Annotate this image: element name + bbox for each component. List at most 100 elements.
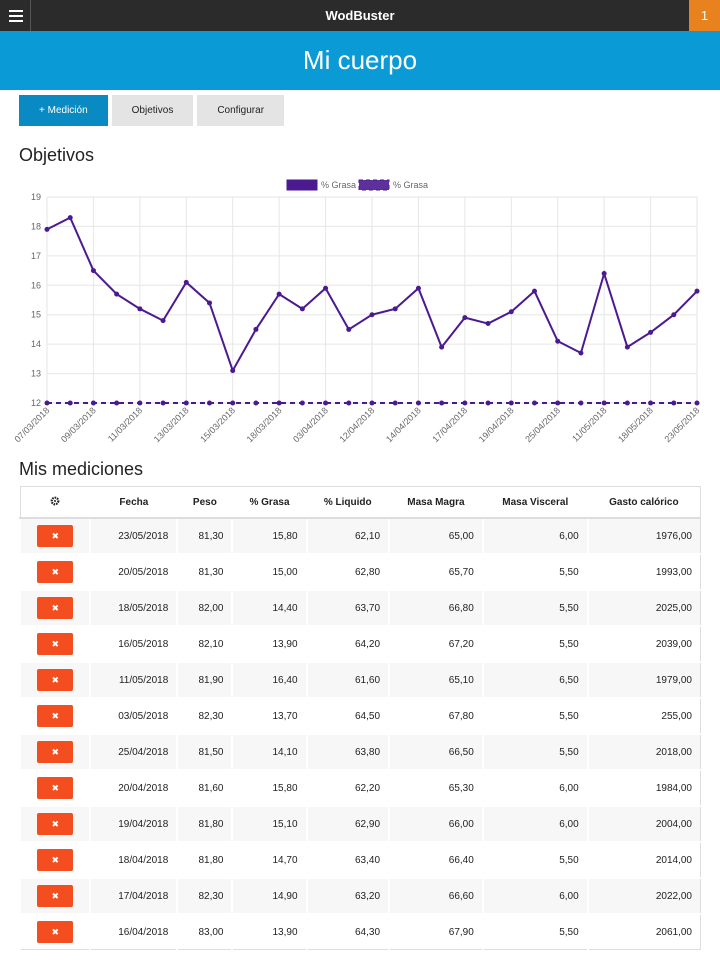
cell: 63,80 (305, 733, 390, 770)
delete-button[interactable]: ✖ (37, 597, 74, 619)
cell: 66,50 (388, 733, 483, 770)
point (346, 326, 352, 332)
tab[interactable]: Objetivos (111, 95, 194, 126)
column-header: Masa Visceral (482, 486, 588, 519)
x-tick-label: 11/05/2018 (570, 405, 608, 443)
tab[interactable]: + Medición (19, 95, 108, 126)
settings-icon[interactable] (20, 486, 91, 519)
cell: 13,70 (231, 697, 307, 734)
delete-button[interactable]: ✖ (37, 885, 74, 907)
cell: 2004,00 (586, 805, 701, 842)
notification-badge[interactable]: 1 (689, 0, 720, 31)
point (392, 306, 398, 312)
x-tick-label: 03/04/2018 (291, 405, 330, 444)
point (555, 400, 561, 406)
cell: 2014,00 (586, 841, 701, 878)
header-row: Fecha Peso% Grasa% Liquido Masa Magra Masa … (20, 486, 701, 519)
delete-button[interactable]: ✖ (37, 525, 74, 547)
delete-button[interactable]: ✖ (37, 633, 74, 655)
table-row: ✖ 16/04/2018 83,00 13,90 64,30 67,90 5,50 2061,… (18, 913, 701, 950)
cell: 5,50 (481, 733, 588, 770)
cell: 15,00 (231, 553, 307, 590)
table-row: ✖ 19/04/2018 81,80 15,10 62,90 66,00 6,00 2004,… (18, 805, 701, 842)
y-tick-label: 12 (31, 398, 41, 408)
point (323, 285, 329, 291)
cell: ✖ (18, 697, 91, 734)
delete-button[interactable]: ✖ (37, 921, 74, 943)
cell: 64,50 (305, 697, 390, 734)
point (160, 400, 166, 406)
point (369, 400, 375, 406)
point (276, 400, 282, 406)
delete-button[interactable]: ✖ (37, 705, 74, 727)
point (462, 400, 468, 406)
x-tick-label: 07/03/2018 (12, 405, 51, 444)
point (601, 271, 607, 277)
point (508, 400, 514, 406)
cell: ✖ (18, 625, 91, 662)
cell: 81,30 (176, 553, 233, 590)
delete-button[interactable]: ✖ (37, 669, 74, 691)
table-row: ✖ 20/05/2018 81,30 15,00 62,80 65,70 5,50 1993,… (18, 553, 701, 590)
menu-button[interactable] (0, 0, 31, 31)
cell: 62,20 (305, 769, 390, 806)
y-tick-label: 13 (31, 369, 41, 379)
delete-button[interactable]: ✖ (37, 561, 74, 583)
cell: 14,10 (231, 733, 307, 770)
cell: 20/04/2018 (89, 769, 178, 806)
x-tick-label: 11/03/2018 (106, 405, 144, 443)
column-header: Fecha (90, 486, 178, 519)
cell: 19/04/2018 (89, 805, 178, 842)
table-row: ✖ 18/04/2018 81,80 14,70 63,40 66,40 5,50 2014,… (18, 841, 701, 878)
cell: 6,00 (481, 769, 588, 806)
cell: 5,50 (481, 625, 588, 662)
cell: 255,00 (586, 697, 701, 734)
x-tick-label: 19/04/2018 (477, 405, 516, 444)
point (439, 400, 445, 406)
point (462, 315, 468, 321)
table-row: ✖ 16/05/2018 82,10 13,90 64,20 67,20 5,50 2039,… (18, 625, 701, 662)
delete-button[interactable]: ✖ (37, 813, 74, 835)
cell: 5,50 (481, 589, 588, 626)
point (323, 400, 329, 406)
point (532, 288, 537, 294)
y-tick-label: 16 (31, 280, 41, 290)
point (230, 368, 236, 374)
point (183, 400, 189, 406)
x-tick-label: 15/03/2018 (198, 405, 237, 444)
point (44, 226, 50, 232)
tab[interactable]: Configurar (197, 95, 285, 126)
cell: 16/05/2018 (89, 625, 178, 662)
cell: 15,80 (231, 769, 307, 806)
legend-label: % Grasa (393, 180, 428, 190)
legend-swatch (358, 179, 390, 191)
table-row: ✖ 11/05/2018 81,90 16,40 61,60 65,10 6,50 1979,… (18, 661, 701, 698)
column-header: Gasto calórico (587, 486, 701, 519)
point (137, 306, 143, 312)
point (346, 400, 352, 406)
cell: 5,50 (481, 553, 588, 590)
cell: 2025,00 (586, 589, 701, 626)
cell: 66,60 (388, 877, 483, 914)
cell: 65,30 (388, 769, 483, 806)
point (253, 326, 259, 332)
cell: 18/05/2018 (89, 589, 178, 626)
delete-button[interactable]: ✖ (37, 849, 74, 871)
cell: 6,00 (481, 805, 588, 842)
point (671, 312, 677, 318)
point (369, 312, 375, 318)
delete-button[interactable]: ✖ (37, 777, 74, 799)
cell: 13,90 (231, 625, 307, 662)
cell: 6,50 (481, 661, 588, 698)
cell: 83,00 (176, 913, 233, 950)
point (671, 400, 677, 406)
cell: 65,10 (388, 661, 483, 698)
y-tick-label: 19 (31, 192, 41, 202)
cell: 6,00 (481, 517, 588, 554)
cell: 67,80 (388, 697, 483, 734)
delete-button[interactable]: ✖ (37, 741, 74, 763)
point (532, 400, 537, 406)
point (578, 400, 584, 406)
x-tick-label: 14/04/2018 (384, 405, 423, 444)
point (90, 400, 96, 406)
